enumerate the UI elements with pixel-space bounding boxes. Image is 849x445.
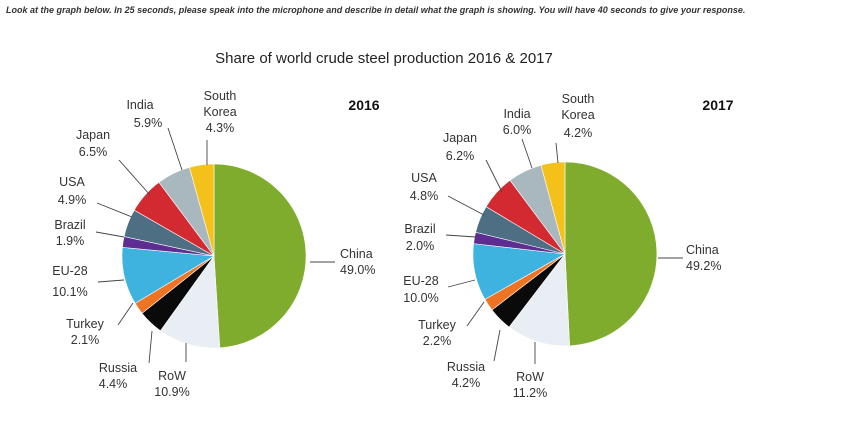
slice-name-usa-2017: USA (411, 171, 437, 185)
slice-name-south-korea-2016: South (204, 89, 237, 103)
slice-value-south-korea-2016: 4.3% (206, 121, 235, 135)
slice-name-eu-28-2016: EU-28 (52, 264, 87, 278)
slice-value-japan-2016: 6.5% (79, 145, 108, 159)
slice-name-india-2016: India (126, 98, 153, 112)
slice-name-russia-2017: Russia (447, 360, 485, 374)
chart-title: Share of world crude steel production 20… (215, 50, 553, 67)
slice-value-eu-28-2016: 10.1% (52, 285, 87, 299)
slice-name-row-2017: RoW (516, 370, 544, 384)
leader-line-usa-2017 (447, 195, 485, 216)
slice-value-china-2017: 49.2% (686, 259, 721, 273)
slice-value-india-2017: 6.0% (503, 123, 532, 137)
pie-slice-china-2017 (564, 161, 658, 347)
leader-line-eu-28-2016 (97, 279, 125, 283)
slice-value-india-2016: 5.9% (134, 116, 163, 130)
task-instruction: Look at the graph below. In 25 seconds, … (6, 5, 746, 15)
slice-value-brazil-2016: 1.9% (56, 234, 85, 248)
slice-value-row-2017: 11.2% (513, 386, 548, 400)
leader-line-japan-2017 (485, 159, 503, 193)
slice-value-usa-2016: 4.9% (58, 193, 87, 207)
slice-value-usa-2017: 4.8% (410, 189, 439, 203)
slice-value-brazil-2017: 2.0% (406, 239, 435, 253)
slice-name-turkey-2016: Turkey (66, 317, 104, 331)
slice-name-turkey-2017: Turkey (418, 318, 456, 332)
slice-name-brazil-2017: Brazil (404, 222, 435, 236)
leader-line-russia-2016 (148, 330, 153, 364)
leader-line-india-2017 (521, 138, 533, 169)
slice-name-china-2016: China (340, 247, 373, 261)
pie-slice-south-korea-2016 (189, 163, 215, 257)
slice-name-brazil-2016: Brazil (54, 218, 85, 232)
slice-name-india-2017: India (503, 107, 530, 121)
slice-name-south-korea-2017: Korea (561, 108, 594, 122)
leader-line-eu-28-2017 (447, 279, 476, 288)
pie-slice-row-2017 (508, 253, 570, 347)
year-label-2017: 2017 (702, 97, 733, 113)
slice-value-japan-2017: 6.2% (446, 149, 475, 163)
pie-slice-china-2016 (213, 163, 307, 349)
slice-name-row-2016: RoW (158, 369, 186, 383)
slice-value-russia-2016: 4.4% (99, 377, 128, 391)
slice-value-eu-28-2017: 10.0% (403, 291, 438, 305)
slice-name-japan-2016: Japan (76, 128, 110, 142)
slice-name-south-korea-2017: South (562, 92, 595, 106)
slice-name-south-korea-2016: Korea (203, 105, 236, 119)
slice-value-turkey-2016: 2.1% (71, 333, 100, 347)
slice-value-turkey-2017: 2.2% (423, 334, 452, 348)
year-label-2016: 2016 (348, 97, 379, 113)
pie-chart-2017: China 49.2% RoW 11.2% Russia 4.2% Turkey 2.2% EU… (403, 92, 734, 400)
slice-value-china-2016: 49.0% (340, 263, 375, 277)
leader-line-usa-2016 (96, 202, 133, 218)
leader-line-russia-2017 (493, 329, 501, 362)
leader-line-turkey-2016 (117, 302, 134, 326)
slice-value-russia-2017: 4.2% (452, 376, 481, 390)
leader-line-south-korea-2017 (555, 142, 559, 164)
slice-name-eu-28-2017: EU-28 (403, 274, 438, 288)
slice-value-row-2016: 10.9% (154, 385, 189, 399)
slice-name-japan-2017: Japan (443, 131, 477, 145)
slice-name-russia-2016: Russia (99, 361, 137, 375)
leader-line-india-2016 (167, 127, 183, 171)
leader-line-brazil-2016 (95, 231, 125, 238)
slice-name-china-2017: China (686, 243, 719, 257)
leader-line-japan-2016 (118, 159, 151, 196)
slice-name-usa-2016: USA (59, 175, 85, 189)
pie-chart-2016: China 49.0% RoW 10.9% Russia 4.4% Turkey 2.1% EU… (52, 89, 380, 399)
leader-line-turkey-2017 (466, 301, 485, 327)
leader-line-brazil-2017 (445, 234, 477, 238)
pie-slice-south-korea-2017 (540, 161, 566, 255)
slice-value-south-korea-2017: 4.2% (564, 126, 593, 140)
